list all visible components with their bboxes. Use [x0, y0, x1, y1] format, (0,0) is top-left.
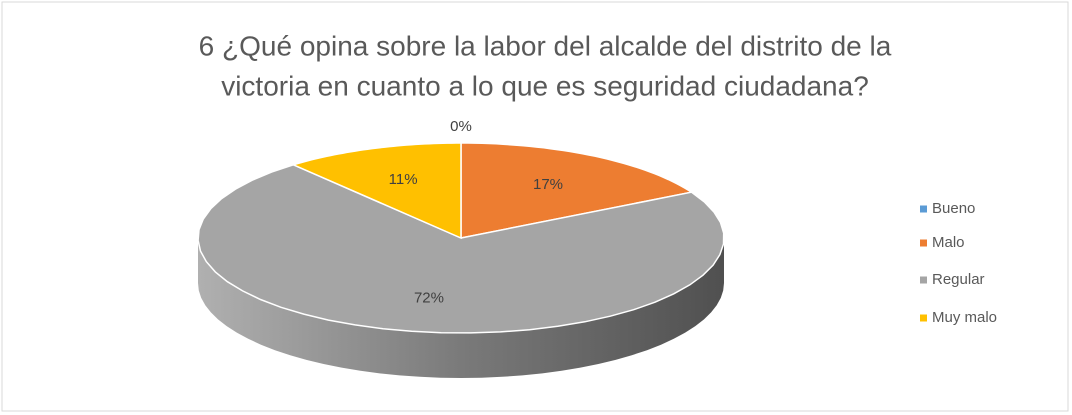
- slice: [197, 163, 725, 334]
- chart-title: 6 ¿Qué opina sobre la labor del alcalde …: [199, 30, 892, 61]
- legend-label: Malo: [932, 234, 965, 251]
- data-label: 0%: [450, 118, 472, 135]
- slice: [460, 142, 694, 239]
- slice-side: [198, 238, 724, 378]
- slice: [291, 142, 462, 240]
- legend-marker: [920, 276, 927, 284]
- data-label: 17%: [533, 176, 563, 193]
- legend-marker: [920, 239, 927, 247]
- data-label: 11%: [389, 171, 418, 188]
- legend-marker: [920, 205, 927, 213]
- legend-marker: [920, 314, 927, 322]
- data-label: 72%: [414, 290, 444, 307]
- legend-label: Bueno: [932, 200, 975, 217]
- chart-title: victoria en cuanto a lo que es seguridad…: [221, 70, 869, 101]
- legend-label: Muy malo: [932, 309, 997, 326]
- legend-label: Regular: [932, 271, 985, 288]
